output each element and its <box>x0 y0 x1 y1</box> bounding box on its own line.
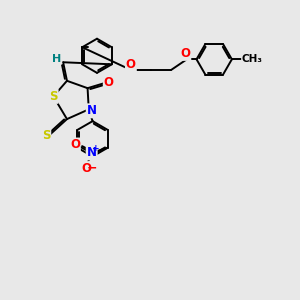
Text: O: O <box>180 47 190 60</box>
Text: H: H <box>52 54 61 64</box>
Text: −: − <box>87 161 98 174</box>
Text: S: S <box>42 129 50 142</box>
Text: O: O <box>81 162 92 175</box>
Text: O: O <box>70 139 80 152</box>
Text: N: N <box>87 104 97 117</box>
Text: N: N <box>87 146 97 159</box>
Text: +: + <box>92 144 100 153</box>
Text: S: S <box>49 90 58 103</box>
Text: O: O <box>104 76 114 89</box>
Text: O: O <box>126 58 136 71</box>
Text: CH₃: CH₃ <box>242 54 263 64</box>
